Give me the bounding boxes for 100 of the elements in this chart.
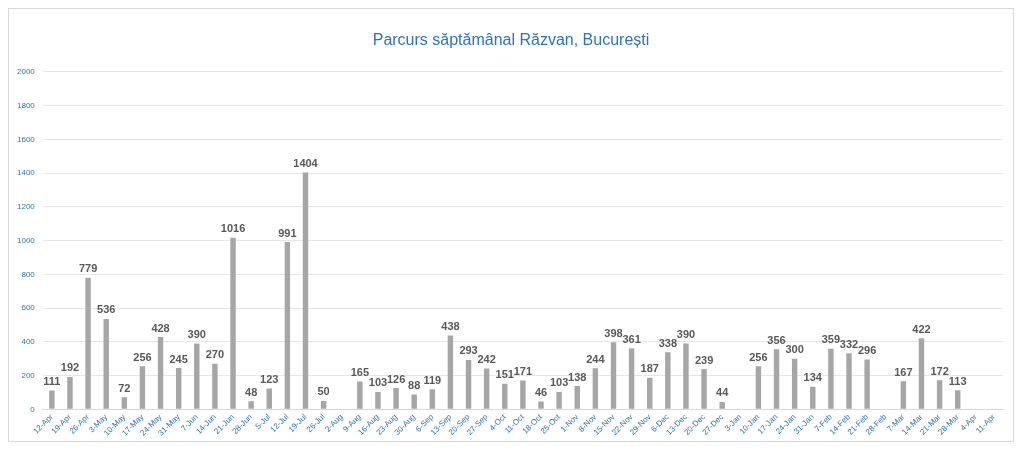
data-label: 103 (549, 376, 569, 389)
bar (900, 381, 907, 409)
bar (85, 277, 91, 409)
bar (284, 242, 291, 409)
bar (936, 380, 943, 409)
bar (411, 394, 417, 409)
data-label: 428 (151, 321, 170, 334)
data-label: 338 (658, 336, 678, 349)
bar (230, 237, 236, 409)
data-label: 779 (78, 262, 98, 275)
bar (520, 380, 526, 409)
y-tick-label: 1200 (17, 202, 36, 212)
data-label: 244 (586, 352, 606, 365)
data-label: 300 (785, 343, 804, 356)
bar (538, 401, 544, 409)
bar (194, 343, 200, 409)
data-label: 293 (459, 344, 478, 357)
data-label: 991 (278, 226, 297, 239)
data-label: 111 (43, 375, 61, 388)
bar (465, 359, 472, 409)
bar (447, 335, 454, 409)
bar (139, 366, 146, 409)
bar (647, 377, 653, 409)
bar (864, 359, 870, 409)
bar (175, 368, 182, 409)
data-label: 138 (568, 370, 587, 383)
data-label: 390 (187, 328, 206, 341)
bar (665, 352, 671, 409)
bar (592, 368, 599, 409)
data-label: 134 (803, 371, 823, 384)
y-tick-label: 800 (21, 269, 36, 279)
data-label: 332 (839, 337, 859, 350)
data-label: 103 (368, 376, 388, 389)
bar (49, 390, 55, 409)
bar (610, 342, 617, 409)
data-label: 239 (694, 353, 714, 366)
data-label: 356 (767, 333, 786, 346)
bar (810, 386, 816, 409)
data-label: 119 (423, 373, 442, 386)
y-tick-label: 1600 (17, 134, 36, 144)
bar (357, 381, 363, 409)
data-label: 1404 (293, 156, 319, 169)
data-label: 242 (477, 353, 496, 366)
bar (574, 386, 580, 409)
bar (393, 388, 399, 409)
data-label: 1016 (220, 222, 246, 235)
bar (302, 172, 309, 409)
bar (121, 397, 128, 409)
chart-title: Parcurs săptămânal Răzvan, București (371, 31, 651, 49)
data-label: 256 (749, 350, 768, 363)
y-tick-label: 600 (21, 303, 36, 313)
y-tick-label: 1400 (17, 168, 36, 178)
data-label: 48 (245, 385, 258, 398)
y-tick-label: 0 (30, 404, 36, 414)
bar (791, 358, 798, 409)
bar (828, 348, 834, 409)
data-label: 422 (912, 322, 931, 335)
data-label: 296 (857, 343, 877, 356)
data-label: 44 (716, 386, 730, 399)
y-tick-label: 2000 (17, 67, 36, 76)
bar (248, 401, 254, 409)
y-tick-label: 200 (21, 370, 36, 380)
data-label: 245 (169, 352, 188, 365)
data-label: 359 (821, 333, 841, 346)
data-label: 165 (350, 366, 370, 379)
bar (502, 383, 508, 409)
bar (556, 391, 562, 409)
bar (683, 343, 689, 409)
data-label: 171 (513, 365, 533, 378)
bar (320, 400, 327, 409)
data-label: 172 (930, 364, 949, 377)
bar (628, 348, 635, 409)
data-label: 270 (205, 348, 225, 361)
data-label: 123 (260, 373, 279, 386)
bar (483, 368, 490, 409)
data-label: 126 (386, 372, 406, 385)
bar (918, 338, 925, 409)
data-label: 187 (640, 362, 659, 375)
data-label: 151 (495, 368, 514, 381)
bar (103, 318, 109, 409)
data-label: 438 (441, 319, 460, 332)
data-label: 398 (604, 326, 623, 339)
bar (375, 391, 381, 409)
data-label: 88 (408, 379, 421, 392)
bar (954, 390, 961, 409)
data-label: 167 (894, 365, 913, 378)
bar (755, 366, 762, 409)
data-label: 361 (622, 332, 641, 345)
bar (846, 353, 852, 409)
bar (773, 349, 780, 409)
bar (67, 376, 73, 409)
bar (212, 363, 218, 409)
y-tick-label: 1800 (17, 100, 36, 110)
data-label: 256 (133, 350, 152, 363)
data-label: 46 (534, 386, 548, 399)
bar (266, 388, 272, 409)
data-label: 72 (118, 381, 131, 394)
bar (701, 369, 707, 409)
bar (157, 337, 164, 409)
data-label: 192 (60, 361, 80, 374)
